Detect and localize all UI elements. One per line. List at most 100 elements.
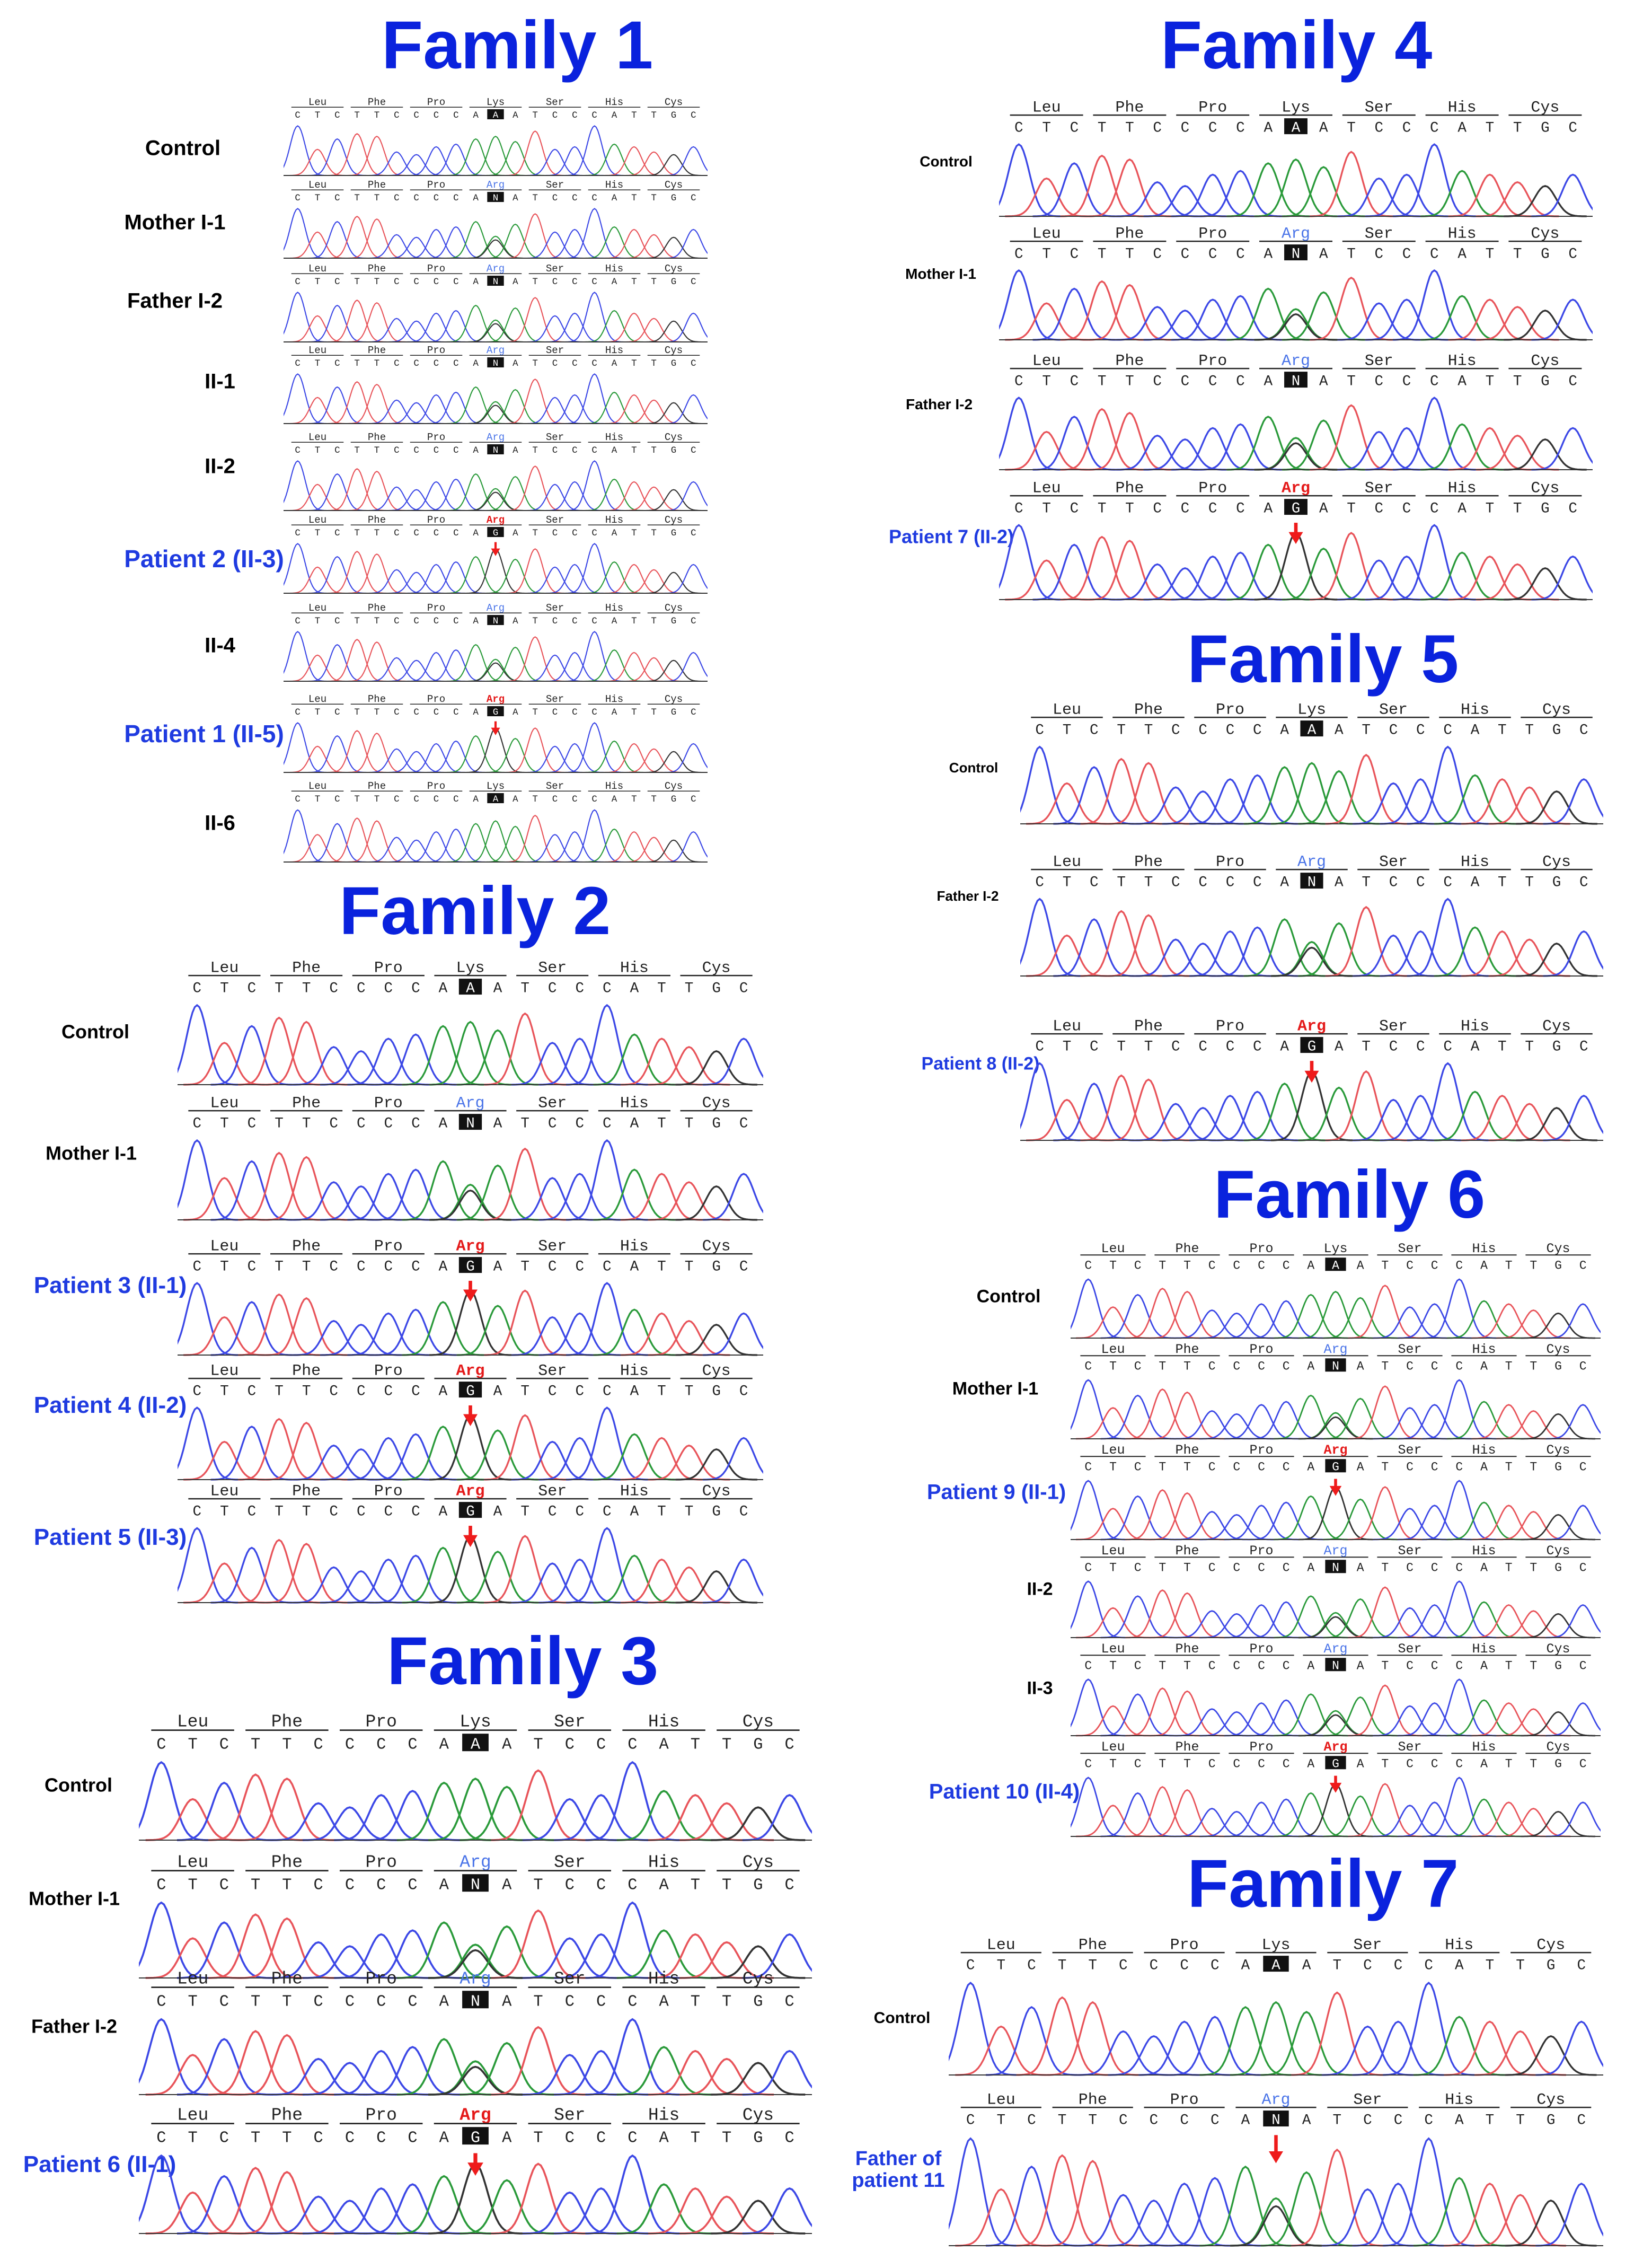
mutation-base-box xyxy=(487,527,504,538)
amino-acid-label: Cys xyxy=(665,263,683,275)
base-letter: C xyxy=(1577,2113,1586,2129)
trace-peak xyxy=(1392,269,1476,341)
trace-peak xyxy=(386,320,446,343)
trace-peak xyxy=(1515,1107,1598,1141)
trace-peak xyxy=(584,310,644,343)
base-letter: C xyxy=(1394,2113,1403,2129)
trace-peak xyxy=(406,652,466,682)
base-letter: A xyxy=(513,193,518,204)
base-letter: C xyxy=(376,1993,386,2011)
trace-peak xyxy=(1143,438,1227,471)
trace-peak xyxy=(307,735,367,773)
trace-peak xyxy=(1446,1798,1522,1837)
trace-peak xyxy=(1189,778,1271,825)
base-letter: C xyxy=(1208,374,1217,390)
trace-peak xyxy=(1531,555,1593,601)
base-letter: C xyxy=(1283,1259,1290,1273)
trace-peak xyxy=(1254,442,1338,471)
base-letter: T xyxy=(1109,1757,1117,1771)
trace-peak xyxy=(1171,427,1255,471)
trace-peak xyxy=(1135,1103,1217,1141)
base-letter: T xyxy=(1098,120,1107,137)
base-letter: A xyxy=(1480,1360,1488,1374)
amino-acid-label: His xyxy=(605,693,623,705)
amino-acid-label: Pro xyxy=(1198,353,1227,371)
mutation-base-box xyxy=(1325,1358,1346,1372)
amino-acid-label: Arg xyxy=(487,693,505,705)
trace-peak xyxy=(484,1012,566,1086)
base-letter: C xyxy=(1208,1659,1216,1673)
trace-peak xyxy=(386,571,446,594)
amino-acid-label: Ser xyxy=(546,514,564,526)
trace-peak xyxy=(320,1448,402,1481)
base-letter: A xyxy=(630,1116,639,1132)
base-letter: T xyxy=(1505,1659,1513,1673)
mutation-base-box xyxy=(458,1114,482,1130)
trace-peak xyxy=(1413,2177,1505,2247)
trace-peak xyxy=(1108,2199,1200,2247)
base-letter: G xyxy=(1332,1757,1339,1771)
base-letter: T xyxy=(1505,1360,1513,1374)
base-letter: C xyxy=(1035,1039,1044,1056)
trace-peak xyxy=(1545,1801,1601,1837)
mutation-arrow xyxy=(1269,2135,1283,2164)
base-letter: C xyxy=(1389,875,1398,891)
mutation-base-box xyxy=(1300,720,1323,737)
amino-acid-label: Leu xyxy=(1053,854,1081,872)
trace-peak xyxy=(1365,555,1448,601)
base-letter: C xyxy=(1424,1958,1433,1974)
base-letter: C xyxy=(591,445,597,456)
trace-peak xyxy=(511,1316,594,1356)
patient-label: Patient 9 (II-1) xyxy=(926,1480,1066,1504)
trace-peak xyxy=(466,662,525,682)
base-letter: C xyxy=(691,277,696,287)
base-letter: C xyxy=(334,277,340,287)
base-letter: C xyxy=(248,981,257,997)
trace-peak xyxy=(265,1297,348,1356)
base-letter: T xyxy=(532,707,537,718)
base-letter: C xyxy=(739,1504,748,1520)
amino-acid-label: Ser xyxy=(546,345,564,356)
trace-peak xyxy=(1521,1312,1595,1339)
trace-peak xyxy=(1016,1996,1108,2076)
base-letter: A xyxy=(493,1384,502,1400)
base-letter: A xyxy=(659,1736,669,1754)
trace-peak xyxy=(386,154,446,177)
base-letter: G xyxy=(753,2129,763,2147)
base-letter: C xyxy=(1258,1461,1265,1474)
base-letter: C xyxy=(1226,723,1235,739)
amino-acid-label: Leu xyxy=(210,960,238,978)
trace-peak xyxy=(1407,1062,1489,1141)
base-letter: C xyxy=(314,1993,323,2011)
trace-peak xyxy=(538,1312,621,1356)
trace-peak xyxy=(1471,1702,1546,1737)
base-letter: C xyxy=(1402,120,1411,137)
base-letter: C xyxy=(575,1259,584,1276)
mutation-arrow xyxy=(1329,1775,1342,1793)
base-letter: C xyxy=(453,445,458,456)
trace-peak xyxy=(265,1543,348,1604)
amino-acid-label: Ser xyxy=(1398,1241,1421,1256)
trace-peak xyxy=(1397,1801,1472,1837)
base-letter: A xyxy=(1455,1958,1464,1974)
trace-peak xyxy=(1224,1801,1299,1837)
amino-acid-label: Pro xyxy=(1216,701,1244,719)
base-letter: T xyxy=(1530,1757,1537,1771)
trace-peak xyxy=(1365,427,1448,471)
trace-peak xyxy=(176,2038,271,2096)
trace-peak xyxy=(428,2065,523,2096)
trace-peak xyxy=(1260,2011,1353,2076)
base-letter: C xyxy=(1236,374,1245,390)
trace-peak xyxy=(176,2175,271,2235)
base-letter: A xyxy=(612,445,617,456)
trace-peak xyxy=(1348,1486,1423,1541)
amino-acid-label: Phe xyxy=(1079,2091,1107,2109)
amino-acid-label: Ser xyxy=(554,1712,585,1731)
amino-acid-label: Ser xyxy=(1365,353,1393,371)
base-letter: C xyxy=(413,110,419,121)
base-letter: T xyxy=(302,1259,311,1276)
trace-peak xyxy=(386,751,446,773)
